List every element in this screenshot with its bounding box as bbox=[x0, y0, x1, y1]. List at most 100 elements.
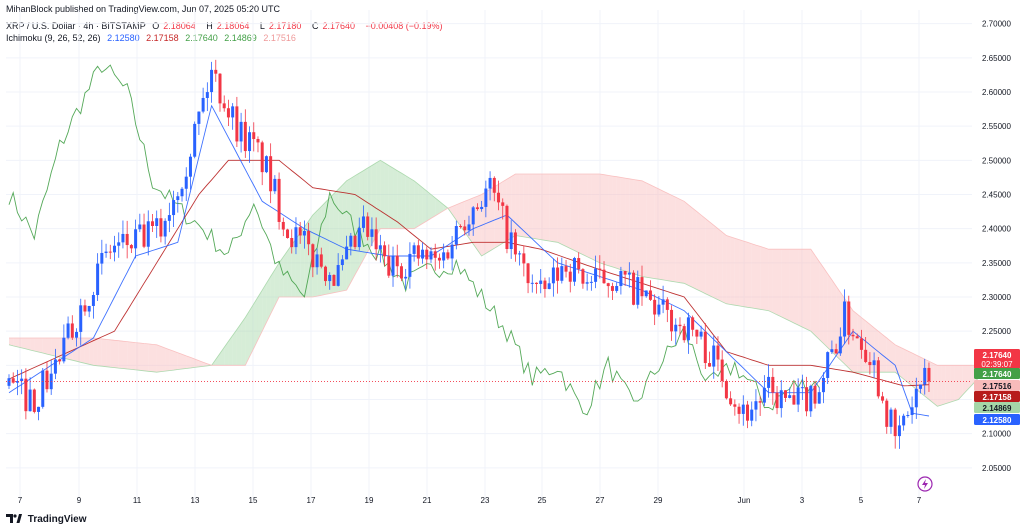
candle-body bbox=[581, 269, 585, 284]
candle-body bbox=[484, 188, 488, 207]
base-line bbox=[8, 159, 930, 387]
candle-body bbox=[543, 280, 547, 290]
candle-body bbox=[826, 352, 830, 378]
candle-body bbox=[488, 177, 492, 189]
candle-body bbox=[606, 283, 610, 287]
symbol-label[interactable]: XRP / U.S. Dollar · 4h · BITSTAMP bbox=[6, 21, 146, 31]
cloud-segment bbox=[777, 249, 782, 317]
cloud-segment bbox=[713, 225, 718, 300]
y-tick-label: 2.50000 bbox=[982, 156, 1011, 165]
cloud-segment bbox=[34, 338, 39, 353]
indicator-label[interactable]: Ichimoku (9, 26, 52, 26) bbox=[6, 33, 101, 43]
cloud-segment bbox=[633, 179, 638, 276]
candle-body bbox=[615, 286, 619, 291]
candle-body bbox=[568, 271, 572, 282]
candle-body bbox=[142, 224, 146, 247]
cloud-segment bbox=[346, 178, 351, 291]
candle-body bbox=[83, 305, 87, 312]
cloud-segment bbox=[705, 218, 710, 296]
cloud-segment bbox=[409, 178, 415, 229]
y-tick-label: 2.25000 bbox=[982, 327, 1011, 336]
open-value: 2.18064 bbox=[163, 21, 196, 31]
cloud-segment bbox=[371, 162, 377, 245]
candle-body bbox=[328, 274, 332, 282]
candle-body bbox=[273, 178, 277, 192]
candle-body bbox=[834, 349, 838, 354]
cloud-segment bbox=[477, 194, 482, 256]
candle-body bbox=[121, 233, 125, 243]
candle-body bbox=[644, 290, 648, 297]
candle-body bbox=[425, 249, 429, 260]
candle-body bbox=[775, 392, 779, 409]
replay-icon[interactable] bbox=[917, 476, 933, 492]
candle-body bbox=[648, 290, 652, 300]
cloud-segment bbox=[519, 174, 524, 237]
cloud-segment bbox=[751, 243, 756, 309]
y-tick-label: 2.60000 bbox=[982, 88, 1011, 97]
candle-body bbox=[336, 265, 340, 286]
open-label: O bbox=[152, 21, 160, 31]
cloud-segment bbox=[355, 173, 360, 275]
cloud-segment bbox=[13, 338, 18, 347]
cloud-segment bbox=[291, 238, 296, 297]
cloud-segment bbox=[853, 310, 858, 373]
candle-body bbox=[11, 378, 15, 383]
cloud-segment bbox=[17, 338, 22, 348]
footer-brand[interactable]: TradingView bbox=[6, 514, 87, 525]
candle-body bbox=[150, 221, 154, 226]
candle-body bbox=[53, 359, 57, 374]
x-axis[interactable]: 7 9 11 13 15 17 19 21 23 25 27 29 Jun 3 5 7 bbox=[18, 496, 922, 505]
cloud-segment bbox=[110, 339, 115, 368]
candle-body bbox=[708, 363, 712, 367]
candle-body bbox=[269, 156, 273, 192]
candle-body bbox=[91, 295, 95, 306]
candle-body bbox=[602, 269, 606, 284]
candle-body bbox=[480, 206, 484, 210]
cloud-segment bbox=[122, 341, 128, 369]
candle-body bbox=[535, 282, 538, 284]
cloud-segment bbox=[224, 341, 229, 366]
cloud-segment bbox=[131, 342, 136, 370]
cloud-segment bbox=[93, 338, 98, 366]
candle-body bbox=[252, 132, 256, 140]
y-tick-label: 2.35000 bbox=[982, 259, 1011, 268]
x-tick-label: Jun bbox=[738, 496, 751, 505]
price-tag-box bbox=[974, 391, 1020, 402]
cloud-segment bbox=[802, 249, 807, 330]
cloud-segment bbox=[869, 324, 875, 373]
candle-body bbox=[155, 218, 159, 226]
candle-body bbox=[442, 252, 446, 261]
cloud-segment bbox=[283, 250, 288, 297]
price-tag-box bbox=[974, 380, 1020, 391]
candle-body bbox=[87, 305, 91, 312]
cloud-segment bbox=[962, 365, 967, 395]
candle-body bbox=[821, 377, 825, 393]
cloud-segment bbox=[388, 165, 394, 229]
candle-body bbox=[560, 266, 564, 281]
candle-body bbox=[184, 176, 188, 189]
cloud-segment bbox=[857, 314, 862, 373]
candle-body bbox=[311, 244, 315, 268]
candle-body bbox=[746, 404, 749, 421]
candle-body bbox=[809, 385, 813, 412]
candle-body bbox=[404, 276, 408, 279]
cloud-segment bbox=[118, 340, 123, 369]
candle-body bbox=[627, 272, 631, 275]
published-text: MihanBlock published on TradingView.com,… bbox=[6, 4, 280, 14]
candle-body bbox=[298, 227, 302, 236]
candle-body bbox=[779, 390, 783, 409]
y-tick-label: 2.40000 bbox=[982, 225, 1011, 234]
candle-body bbox=[686, 317, 690, 341]
candle-body bbox=[167, 215, 171, 221]
candlesticks bbox=[7, 59, 931, 449]
cloud-segment bbox=[443, 204, 448, 211]
cloud-segment bbox=[169, 349, 174, 371]
cloud-segment bbox=[498, 181, 503, 246]
candle-body bbox=[172, 200, 176, 216]
cloud-segment bbox=[241, 317, 246, 366]
candle-body bbox=[117, 242, 121, 246]
candle-body bbox=[843, 301, 847, 337]
candle-body bbox=[509, 232, 513, 250]
candle-body bbox=[716, 345, 720, 360]
